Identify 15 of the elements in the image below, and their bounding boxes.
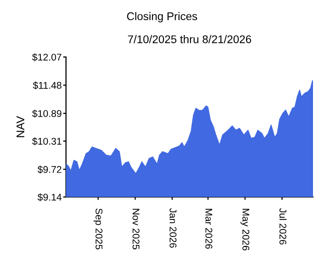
- x-tick-label: Mar 2026: [205, 208, 212, 249]
- y-tick-label: $12.07: [32, 53, 62, 62]
- y-tick-label: $10.89: [32, 110, 62, 118]
- x-tick-label: Nov 2025: [132, 208, 140, 250]
- y-tick-label: $11.48: [32, 82, 62, 90]
- x-tick-label: Sep 2025: [94, 208, 102, 250]
- x-tick-label: May 2026: [240, 208, 250, 250]
- y-axis-title: NAV: [16, 116, 24, 138]
- chart-title: Closing Prices: [127, 12, 198, 22]
- y-tick-label: $9.14: [38, 193, 62, 202]
- chart-subtitle: 7/10/2025 thru 8/21/2026: [128, 35, 252, 44]
- y-tick-label: $9.72: [38, 166, 62, 174]
- x-tick-label: Jul 2026: [279, 208, 287, 244]
- y-tick-label: $10.31: [32, 137, 62, 146]
- x-tick-label: Jan 2026: [170, 208, 176, 248]
